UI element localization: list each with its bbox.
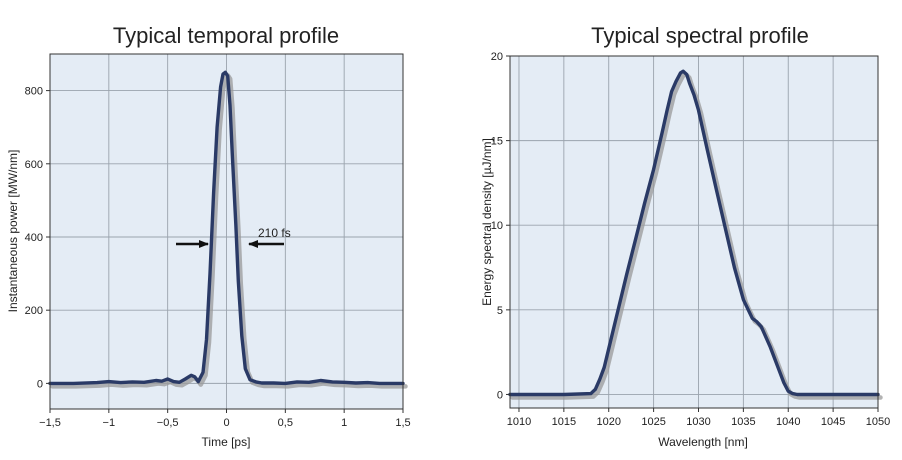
temporal-x-tick-label: 1 [341, 417, 347, 429]
spectral-plot-area [510, 56, 878, 408]
spectral-ticks: 1010 1015 1020 1025 1030 1035 1040 1045 10500510… [491, 51, 890, 428]
temporal-series-line [48, 70, 405, 386]
temporal-x-tick-label: 0 [223, 417, 229, 429]
spectral-x-tick-label: 1040 [776, 416, 800, 428]
spectral-x-tick-label: 1035 [731, 416, 755, 428]
pulse-width-label: 210 fs [258, 226, 291, 240]
temporal-ticks: −1,5 −1 −0,5 0 0,5 1 1,5 0 200 400 600 800 [25, 86, 411, 429]
spectral-y-tick-label: 0 [497, 389, 503, 401]
spectral-x-tick-label: 1020 [596, 416, 620, 428]
spectral-y-tick-label: 20 [491, 51, 503, 63]
spectral-series-line [508, 69, 880, 397]
temporal-grid [50, 54, 403, 409]
temporal-series [48, 70, 408, 389]
spectral-x-tick-label: 1045 [821, 416, 845, 428]
temporal-y-tick-label: 0 [37, 378, 43, 390]
spectral-x-tick-label: 1010 [507, 416, 531, 428]
spectral-y-tick-label: 5 [497, 305, 503, 317]
pulse-width-annotation: 210 fs [176, 226, 291, 248]
temporal-y-axis-label: Instantaneous power [MW/nm] [6, 150, 20, 313]
temporal-x-tick-label: −1,5 [39, 417, 61, 429]
spectral-x-tick-label: 1050 [866, 416, 890, 428]
temporal-x-tick-label: −1 [103, 417, 116, 429]
temporal-y-tick-label: 600 [25, 159, 43, 171]
spectral-x-tick-label: 1015 [552, 416, 576, 428]
temporal-x-axis-label: Time [ps] [202, 435, 251, 449]
spectral-chart-title: Typical spectral profile [591, 23, 809, 48]
spectral-y-tick-label: 10 [491, 220, 503, 232]
temporal-x-tick-label: −0,5 [157, 417, 179, 429]
spectral-y-axis-label: Energy spectral density [µJ/nm] [480, 138, 494, 306]
temporal-chart-title: Typical temporal profile [113, 23, 339, 48]
temporal-y-tick-label: 400 [25, 232, 43, 244]
spectral-x-axis-label: Wavelength [nm] [658, 435, 748, 449]
spectral-x-tick-label: 1030 [686, 416, 710, 428]
spectral-plot-frame [509, 55, 879, 409]
temporal-y-tick-label: 200 [25, 305, 43, 317]
temporal-y-tick-label: 800 [25, 86, 43, 98]
temporal-x-tick-label: 1,5 [395, 417, 410, 429]
spectral-series [508, 69, 883, 400]
spectral-profile-chart: 1010 1015 1020 1025 1030 1035 1040 1045 10500510… [480, 23, 890, 449]
temporal-profile-chart: −1,5 −1 −0,5 0 0,5 1 1,5 0 200 400 600 800 Typical … [6, 23, 411, 449]
spectral-y-tick-label: 15 [491, 136, 503, 148]
temporal-x-tick-label: 0,5 [278, 417, 293, 429]
spectral-x-tick-label: 1025 [641, 416, 665, 428]
